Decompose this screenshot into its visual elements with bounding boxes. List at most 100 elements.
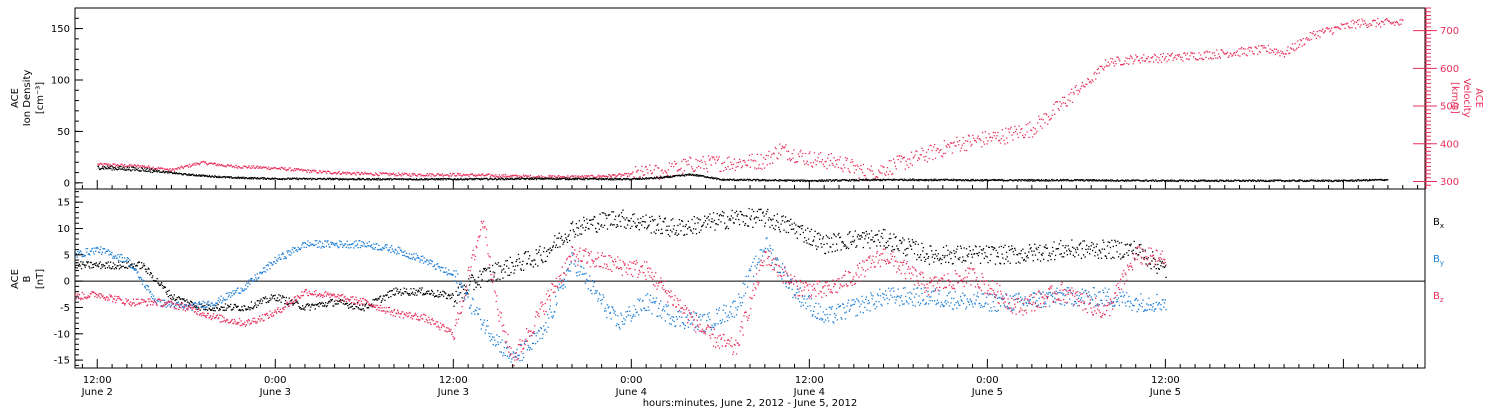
bx-series-point: [312, 304, 314, 306]
velocity-series-point: [741, 165, 743, 167]
bx-series-point: [82, 261, 84, 263]
velocity-series-point: [606, 176, 608, 178]
velocity-series-point: [263, 167, 265, 169]
density-series-point: [1250, 180, 1252, 182]
velocity-series-point: [394, 175, 396, 177]
density-series-point: [1002, 179, 1004, 181]
velocity-series-point: [1057, 108, 1059, 110]
velocity-series-point: [1086, 83, 1088, 86]
velocity-series-point: [1025, 124, 1027, 126]
density-series-point: [1349, 180, 1352, 182]
velocity-series-point: [428, 174, 430, 176]
velocity-series-point: [751, 153, 753, 155]
velocity-series-point: [505, 175, 508, 177]
velocity-series-point: [1022, 134, 1024, 136]
bx-series-point: [456, 302, 458, 304]
bx-series-point: [206, 303, 208, 305]
bx-series-point: [194, 305, 196, 307]
density-series-point: [528, 178, 530, 180]
velocity-series-point: [1116, 56, 1118, 58]
density-series-point: [685, 173, 687, 176]
density-series-point: [208, 175, 210, 178]
bx-series-point: [809, 230, 811, 233]
velocity-series-point: [770, 156, 772, 158]
velocity-series-point: [601, 175, 604, 177]
density-series-point: [974, 180, 976, 182]
velocity-series-point: [962, 136, 964, 139]
bx-series-point: [1013, 253, 1015, 256]
velocity-series-point: [1163, 59, 1165, 61]
velocity-series-point: [948, 144, 950, 146]
velocity-series-point: [583, 177, 585, 179]
velocity-series-point: [178, 167, 180, 169]
velocity-series-point: [136, 165, 138, 167]
bx-series-point: [342, 299, 344, 301]
velocity-series-point: [640, 169, 642, 172]
velocity-series-point: [1170, 53, 1172, 56]
velocity-series-point: [295, 168, 297, 170]
velocity-series-point: [196, 163, 199, 165]
velocity-series-point: [1035, 132, 1037, 134]
velocity-series-point: [1395, 21, 1397, 24]
velocity-series-point: [747, 164, 749, 166]
density-series-point: [1252, 179, 1254, 181]
density-series-point: [1176, 180, 1178, 182]
bx-series-point: [609, 224, 612, 226]
bx-series-point: [147, 272, 149, 274]
density-series-point: [143, 170, 145, 172]
bx-series-point: [79, 265, 81, 267]
velocity-series-point: [1038, 115, 1040, 117]
density-series-point: [690, 173, 692, 175]
density-series-point: [649, 177, 651, 179]
bx-series-point: [342, 303, 345, 305]
velocity-series-point: [413, 172, 415, 175]
velocity-series-point: [205, 161, 207, 163]
velocity-series-point: [149, 168, 152, 170]
velocity-series-point: [1056, 101, 1059, 103]
bx-series-point: [928, 256, 930, 258]
density-series-point: [1214, 180, 1216, 183]
density-series-point: [259, 178, 261, 180]
bx-series-point: [430, 292, 432, 295]
velocity-series-point: [1331, 33, 1334, 35]
density-series-point: [511, 177, 513, 179]
velocity-series-point: [1193, 52, 1196, 54]
velocity-series-point: [528, 175, 530, 177]
density-series-point: [1273, 180, 1275, 183]
density-series-point: [862, 178, 864, 180]
velocity-series-point: [1202, 58, 1205, 60]
bx-series-point: [1028, 244, 1031, 246]
bx-series-point: [1054, 254, 1057, 257]
velocity-series-point: [511, 175, 513, 177]
velocity-series-point: [656, 175, 658, 178]
velocity-series-point: [1366, 26, 1368, 29]
velocity-series-point: [230, 164, 233, 167]
bx-series-point: [620, 225, 622, 227]
density-series-point: [805, 179, 807, 181]
velocity-series-point: [848, 170, 850, 172]
bx-series: [75, 207, 1167, 312]
bx-series-point: [601, 212, 603, 214]
bx-series-point: [905, 248, 908, 250]
bx-series-point: [1040, 253, 1043, 255]
velocity-series-point: [98, 164, 100, 166]
velocity-series-point: [603, 175, 605, 177]
velocity-series-point: [247, 166, 249, 168]
velocity-series-point: [144, 166, 146, 169]
density-series-point: [415, 179, 417, 181]
bx-series-point: [171, 298, 173, 301]
bx-series-point: [439, 296, 441, 298]
bx-series-point: [1010, 248, 1012, 251]
density-series-point: [1093, 180, 1095, 182]
bx-series-point: [908, 238, 910, 240]
velocity-series-point: [365, 172, 367, 175]
velocity-series-point: [159, 167, 161, 170]
velocity-series-point: [438, 173, 440, 175]
density-series-point: [1055, 180, 1057, 182]
density-series-point: [1103, 179, 1105, 181]
velocity-series-point: [1011, 134, 1013, 136]
velocity-series-point: [836, 159, 839, 161]
velocity-series-point: [1257, 53, 1259, 55]
velocity-series-point: [988, 133, 990, 135]
velocity-series-point: [489, 176, 492, 178]
